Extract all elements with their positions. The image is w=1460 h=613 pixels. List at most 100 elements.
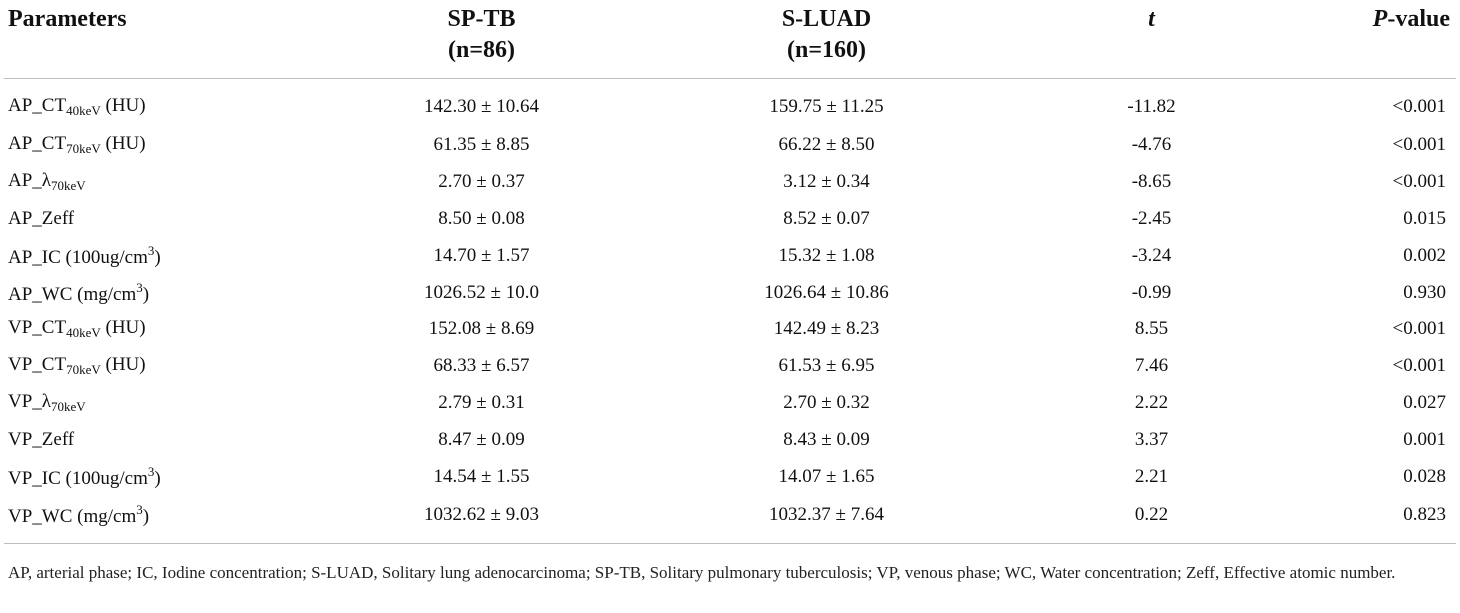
table-row: VP_WC (mg/cm3) 1032.62 ± 9.03 1032.37 ± 7.… [4, 494, 1456, 544]
parameter-prefix: VP_Zeff [8, 428, 75, 450]
header-sptb: SP-TB (n=86) [309, 0, 654, 79]
parameter-subscript: 70keV [51, 398, 86, 414]
parameter-subscript: 40keV [66, 103, 101, 118]
p-value-cell: 0.823 [1304, 494, 1456, 544]
sptb-value-cell: 152.08 ± 8.69 [428, 318, 535, 340]
sluad-value-cell: 8.43 ± 0.09 [783, 428, 870, 450]
sptb-value-cell: 61.35 ± 8.85 [433, 134, 530, 156]
sluad-value-cell: 1026.64 ± 10.86 [764, 281, 889, 303]
parameter-prefix: AP_CT [8, 95, 67, 116]
table-row: AP_Zeff 8.50 ± 0.08 8.52 ± 0.07 -2.45 0.015 [4, 201, 1456, 238]
parameter-cell: VP_λ70keV [4, 385, 309, 422]
parameter-superscript: 3 [147, 463, 155, 479]
parameter-cell: VP_IC (100ug/cm3) [4, 458, 309, 495]
sptb-value-cell: 14.54 ± 1.55 [433, 465, 530, 487]
sptb-value-cell: 2.79 ± 0.31 [438, 391, 525, 413]
parameter-suffix: (HU) [100, 95, 146, 116]
t-value-cell: -3.24 [1131, 244, 1172, 266]
sluad-value-cell: 1032.37 ± 7.64 [654, 494, 999, 544]
header-sptb-name: SP-TB [447, 6, 516, 32]
sptb-value-cell: 2.70 ± 0.37 [438, 171, 525, 193]
parameter-suffix: (HU) [100, 317, 146, 339]
sluad-value-cell: 8.52 ± 0.07 [783, 207, 870, 229]
header-sptb-count: (n=86) [447, 37, 515, 63]
t-value-cell: 2.22 [1134, 391, 1169, 413]
table-body: AP_CT40keV (HU) 142.30 ± 10.64 159.75 ± 11… [4, 79, 1456, 544]
sptb-value-cell: 142.30 ± 10.64 [424, 96, 539, 117]
p-value-cell: 0.027 [1403, 391, 1446, 413]
table-row: VP_Zeff 8.47 ± 0.09 8.43 ± 0.09 3.37 0.001 [4, 421, 1456, 458]
parameter-cell: AP_λ70keV [4, 164, 309, 201]
parameter-suffix: ) [154, 246, 161, 268]
parameter-suffix: ) [142, 283, 150, 305]
table-row: VP_λ70keV 2.79 ± 0.31 2.70 ± 0.32 2.22 0.027 [4, 385, 1456, 422]
parameter-superscript: 3 [136, 501, 143, 517]
table-row: VP_IC (100ug/cm3) 14.54 ± 1.55 14.07 ± 1.6… [4, 458, 1456, 495]
parameter-prefix: AP_Zeff [8, 207, 75, 229]
parameter-cell: AP_WC (mg/cm3) [4, 274, 309, 311]
header-sluad-count: (n=160) [786, 37, 866, 63]
parameter-prefix: AP_λ [8, 170, 52, 192]
sptb-value-cell: 68.33 ± 6.57 [433, 355, 530, 377]
t-value-cell: -4.76 [1131, 134, 1172, 156]
table-row: AP_CT40keV (HU) 142.30 ± 10.64 159.75 ± 11… [4, 79, 1456, 128]
table-header: Parameters SP-TB (n=86) S-LUAD (n=160) t… [4, 0, 1456, 79]
parameter-prefix: VP_IC (100ug/cm [8, 467, 148, 489]
header-pvalue-p: P [1372, 6, 1388, 32]
parameter-cell: VP_CT70keV (HU) [4, 348, 309, 385]
parameter-suffix: (HU) [100, 354, 146, 376]
parameter-cell: VP_CT40keV (HU) [4, 311, 309, 348]
header-parameters: Parameters [4, 0, 309, 79]
table-row: VP_CT70keV (HU) 68.33 ± 6.57 61.53 ± 6.95 7… [4, 348, 1456, 385]
parameter-prefix: VP_CT [8, 354, 67, 376]
parameter-subscript: 70keV [66, 141, 101, 157]
parameter-prefix: VP_λ [8, 390, 52, 412]
t-value-cell: 8.55 [1134, 318, 1169, 340]
sptb-value-cell: 14.70 ± 1.57 [433, 244, 530, 266]
table-row: VP_CT40keV (HU) 152.08 ± 8.69 142.49 ± 8.2… [4, 311, 1456, 348]
parameter-subscript: 70keV [66, 362, 101, 378]
parameter-prefix: AP_CT [8, 133, 67, 155]
p-value-cell: <0.001 [1392, 318, 1446, 340]
header-t-label: t [1148, 6, 1155, 32]
parameter-suffix: ) [142, 505, 150, 527]
p-value-cell: 0.002 [1403, 244, 1446, 266]
t-value-cell: -0.99 [1131, 281, 1172, 303]
p-value-cell: 0.930 [1403, 281, 1446, 303]
t-value-cell: -11.82 [1127, 96, 1176, 117]
parameter-prefix: AP_WC (mg/cm [8, 283, 137, 305]
comparison-table: Parameters SP-TB (n=86) S-LUAD (n=160) t… [4, 0, 1456, 544]
table-row: AP_λ70keV 2.70 ± 0.37 3.12 ± 0.34 -8.65 <0.0… [4, 164, 1456, 201]
parameter-cell: AP_CT70keV (HU) [4, 127, 309, 164]
sluad-value-cell: 61.53 ± 6.95 [778, 355, 875, 377]
parameter-cell: VP_Zeff [4, 421, 309, 458]
sptb-value-cell: 1032.62 ± 9.03 [309, 494, 654, 544]
parameter-subscript: 70keV [51, 178, 86, 194]
parameter-subscript: 40keV [66, 325, 101, 341]
header-pvalue: P-value [1304, 0, 1456, 79]
parameter-suffix: (HU) [100, 133, 146, 155]
t-value-cell: 0.22 [999, 494, 1304, 544]
header-t: t [999, 0, 1304, 79]
parameter-cell: AP_IC (100ug/cm3) [4, 237, 309, 274]
header-pvalue-rest: -value [1387, 6, 1450, 32]
table-row: AP_CT70keV (HU) 61.35 ± 8.85 66.22 ± 8.50 -… [4, 127, 1456, 164]
table-footnote: AP, arterial phase; IC, Iodine concentra… [8, 563, 1396, 582]
t-value-cell: 3.37 [1134, 428, 1169, 450]
p-value-cell: <0.001 [1392, 96, 1446, 117]
p-value-cell: <0.001 [1392, 134, 1446, 156]
parameter-prefix: VP_CT [8, 317, 67, 339]
parameter-cell: AP_Zeff [4, 201, 309, 238]
sluad-value-cell: 14.07 ± 1.65 [778, 465, 875, 487]
p-value-cell: 0.015 [1403, 207, 1446, 229]
header-parameters-label: Parameters [8, 6, 127, 32]
p-value-cell: <0.001 [1392, 171, 1446, 193]
sluad-value-cell: 159.75 ± 11.25 [769, 96, 884, 117]
parameter-superscript: 3 [147, 242, 155, 258]
header-row: Parameters SP-TB (n=86) S-LUAD (n=160) t… [4, 0, 1456, 79]
p-value-cell: 0.028 [1403, 465, 1446, 487]
p-value-cell: <0.001 [1392, 355, 1446, 377]
t-value-cell: 7.46 [1134, 355, 1169, 377]
p-value-cell: 0.001 [1403, 428, 1446, 450]
table-row: AP_IC (100ug/cm3) 14.70 ± 1.57 15.32 ± 1.0… [4, 237, 1456, 274]
